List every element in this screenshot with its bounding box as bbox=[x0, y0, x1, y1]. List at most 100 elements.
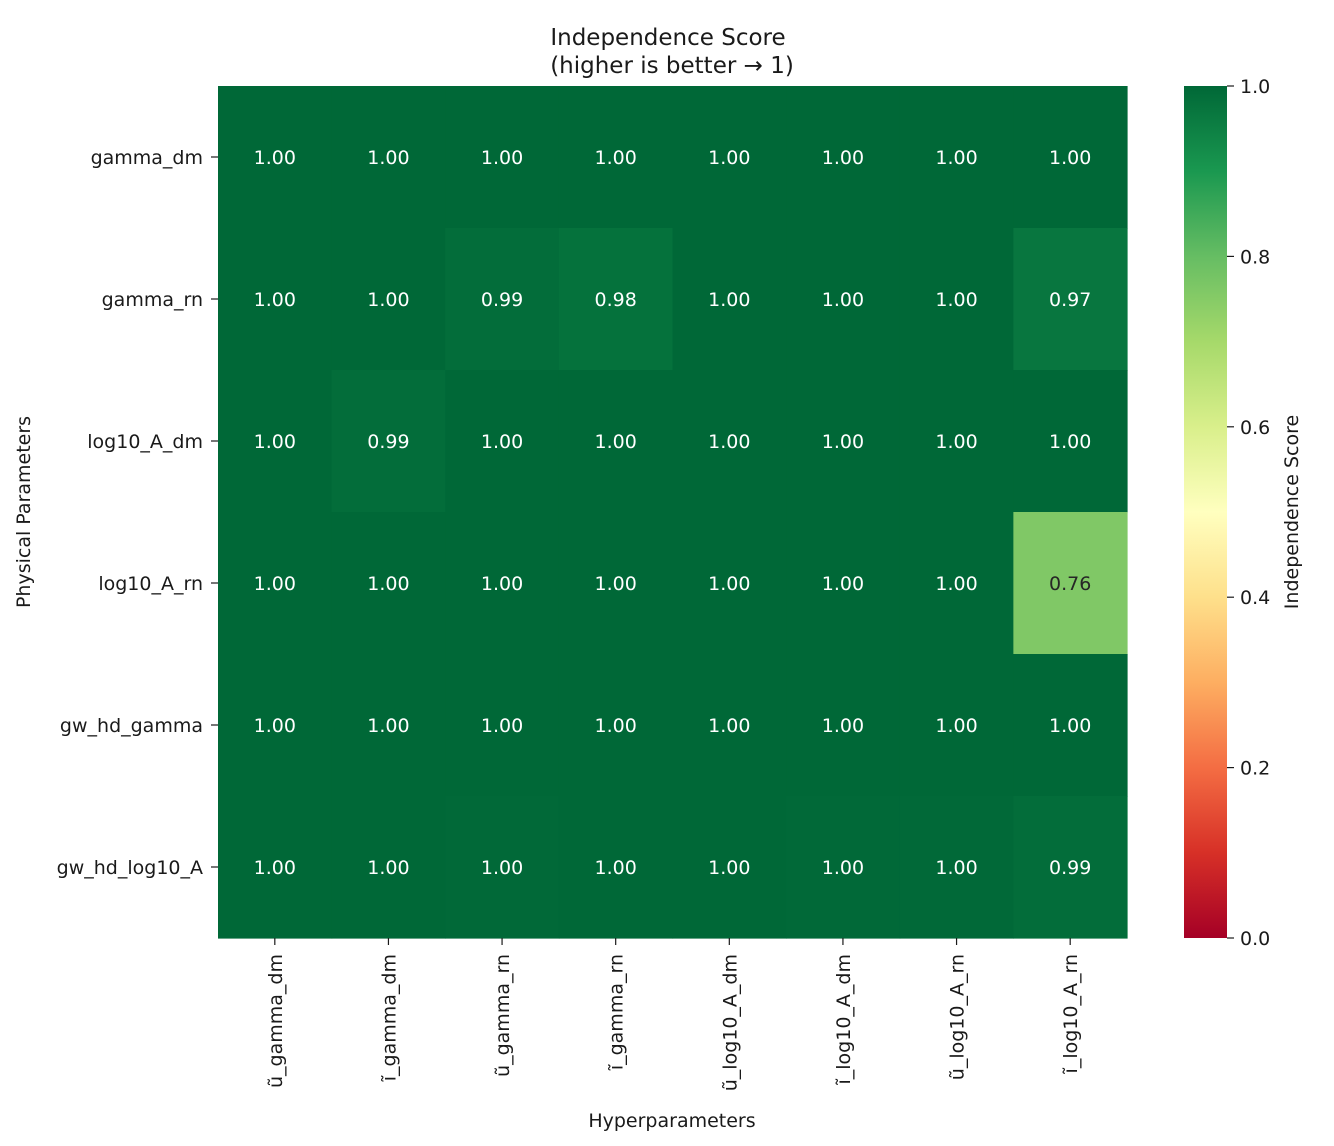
cell-value-label: 1.00 bbox=[595, 147, 637, 169]
heatmap-cell bbox=[899, 654, 1014, 797]
heatmap-cell bbox=[331, 654, 446, 797]
heatmap-cell-labels: 1.00 1.00 1.00 1.00 1.00 1.00 1.00 1.00 1.00 1.00… bbox=[254, 147, 1092, 879]
heatmap-cell bbox=[558, 512, 674, 655]
heatmap-cell bbox=[218, 228, 333, 371]
y-axis-label: Physical Parameters bbox=[13, 416, 35, 608]
heatmap-cell bbox=[331, 796, 446, 939]
heatmap-cell bbox=[1013, 228, 1128, 371]
cell-value-label: 0.99 bbox=[1049, 857, 1091, 879]
y-axis: gamma_dm gamma_rn log10_A_dm log10_A_rn gw_h… bbox=[57, 147, 218, 879]
heatmap-cells bbox=[218, 86, 1128, 939]
y-tick-label: gw_hd_log10_A bbox=[57, 857, 203, 879]
cell-value-label: 1.00 bbox=[1049, 431, 1091, 453]
cell-value-label: 1.00 bbox=[595, 857, 637, 879]
heatmap-cell bbox=[899, 370, 1014, 513]
cell-value-label: 1.00 bbox=[254, 715, 296, 737]
heatmap-cell bbox=[786, 370, 901, 513]
cell-value-label: 1.00 bbox=[822, 857, 864, 879]
heatmap-cell bbox=[672, 86, 787, 229]
cell-value-label: 1.00 bbox=[595, 715, 637, 737]
cell-value-label: 0.98 bbox=[595, 289, 637, 311]
cell-value-label: 1.00 bbox=[254, 857, 296, 879]
colorbar-tick-label: 0.0 bbox=[1240, 928, 1270, 950]
cell-value-label: 1.00 bbox=[822, 289, 864, 311]
cell-value-label: 1.00 bbox=[481, 715, 523, 737]
x-tick-label: ĩ_log10_A_rn bbox=[1060, 954, 1082, 1074]
cell-value-label: 0.99 bbox=[367, 431, 409, 453]
heatmap-cell bbox=[558, 654, 674, 797]
colorbar bbox=[1184, 86, 1227, 938]
heatmap-cell bbox=[445, 370, 560, 513]
heatmap-cell bbox=[445, 86, 560, 229]
heatmap-cell bbox=[445, 228, 560, 371]
heatmap-cell bbox=[218, 86, 333, 229]
cell-value-label: 1.00 bbox=[481, 857, 523, 879]
colorbar-tick-label: 0.6 bbox=[1240, 417, 1270, 439]
heatmap-cell bbox=[899, 512, 1014, 655]
cell-value-label: 1.00 bbox=[708, 715, 750, 737]
heatmap-cell bbox=[672, 370, 787, 513]
cell-value-label: 1.00 bbox=[367, 857, 409, 879]
cell-value-label: 1.00 bbox=[822, 431, 864, 453]
heatmap-cell bbox=[445, 654, 560, 797]
cell-value-label: 1.00 bbox=[367, 715, 409, 737]
cell-value-label: 1.00 bbox=[254, 431, 296, 453]
colorbar-tick-label: 1.0 bbox=[1240, 76, 1270, 98]
heatmap-cell bbox=[1013, 370, 1128, 513]
x-tick-label: ũ_gamma_rn bbox=[492, 954, 514, 1077]
heatmap-cell bbox=[558, 86, 674, 229]
cell-value-label: 1.00 bbox=[935, 715, 977, 737]
heatmap-cell bbox=[672, 228, 787, 371]
cell-value-label: 0.97 bbox=[1049, 289, 1091, 311]
cell-value-label: 1.00 bbox=[481, 573, 523, 595]
heatmap-cell bbox=[331, 228, 446, 371]
x-tick-label: ĩ_gamma_dm bbox=[378, 954, 400, 1082]
heatmap-cell bbox=[445, 512, 560, 655]
colorbar-ticks: 0.0 0.2 0.4 0.6 0.8 1.0 bbox=[1227, 76, 1270, 950]
x-tick-label: ũ_log10_A_dm bbox=[719, 954, 741, 1091]
heatmap-cell bbox=[331, 512, 446, 655]
x-tick-label: ĩ_log10_A_dm bbox=[833, 954, 855, 1086]
heatmap-cell bbox=[899, 796, 1014, 939]
cell-value-label: 1.00 bbox=[822, 573, 864, 595]
cell-value-label: 1.00 bbox=[708, 289, 750, 311]
y-tick-label: gamma_rn bbox=[102, 289, 203, 311]
cell-value-label: 1.00 bbox=[254, 573, 296, 595]
heatmap-cell bbox=[1013, 796, 1128, 939]
heatmap-cell bbox=[218, 512, 333, 655]
heatmap-cell bbox=[331, 86, 446, 229]
x-axis: ũ_gamma_dm ĩ_gamma_dm ũ_gamma_rn ĩ_gamma_rn… bbox=[265, 938, 1082, 1091]
y-tick-label: log10_A_rn bbox=[98, 573, 203, 595]
cell-value-label: 1.00 bbox=[935, 289, 977, 311]
colorbar-label: Independence Score bbox=[1281, 415, 1303, 609]
cell-value-label: 1.00 bbox=[708, 431, 750, 453]
heatmap-cell bbox=[1013, 512, 1128, 655]
cell-value-label: 1.00 bbox=[367, 573, 409, 595]
heatmap-cell bbox=[786, 228, 901, 371]
heatmap-cell bbox=[672, 654, 787, 797]
heatmap-cell bbox=[218, 654, 333, 797]
heatmap-cell bbox=[786, 512, 901, 655]
cell-value-label: 1.00 bbox=[1049, 147, 1091, 169]
heatmap-cell bbox=[899, 86, 1014, 229]
x-tick-label: ũ_log10_A_rn bbox=[947, 954, 969, 1080]
heatmap-cell bbox=[786, 796, 901, 939]
colorbar-tick-label: 0.2 bbox=[1240, 758, 1270, 780]
heatmap-cell bbox=[672, 512, 787, 655]
colorbar-tick-label: 0.4 bbox=[1240, 587, 1270, 609]
cell-value-label: 1.00 bbox=[254, 147, 296, 169]
cell-value-label: 0.99 bbox=[481, 289, 523, 311]
heatmap-cell bbox=[558, 228, 674, 371]
cell-value-label: 1.00 bbox=[595, 573, 637, 595]
cell-value-label: 1.00 bbox=[822, 715, 864, 737]
heatmap-cell bbox=[218, 370, 333, 513]
cell-value-label: 1.00 bbox=[254, 289, 296, 311]
cell-value-label: 0.76 bbox=[1049, 573, 1091, 595]
cell-value-label: 1.00 bbox=[1049, 715, 1091, 737]
cell-value-label: 1.00 bbox=[367, 289, 409, 311]
heatmap-cell bbox=[672, 796, 787, 939]
heatmap-cell bbox=[445, 796, 560, 939]
heatmap-cell bbox=[899, 228, 1014, 371]
heatmap-cell bbox=[218, 796, 333, 939]
heatmap-cell bbox=[786, 86, 901, 229]
